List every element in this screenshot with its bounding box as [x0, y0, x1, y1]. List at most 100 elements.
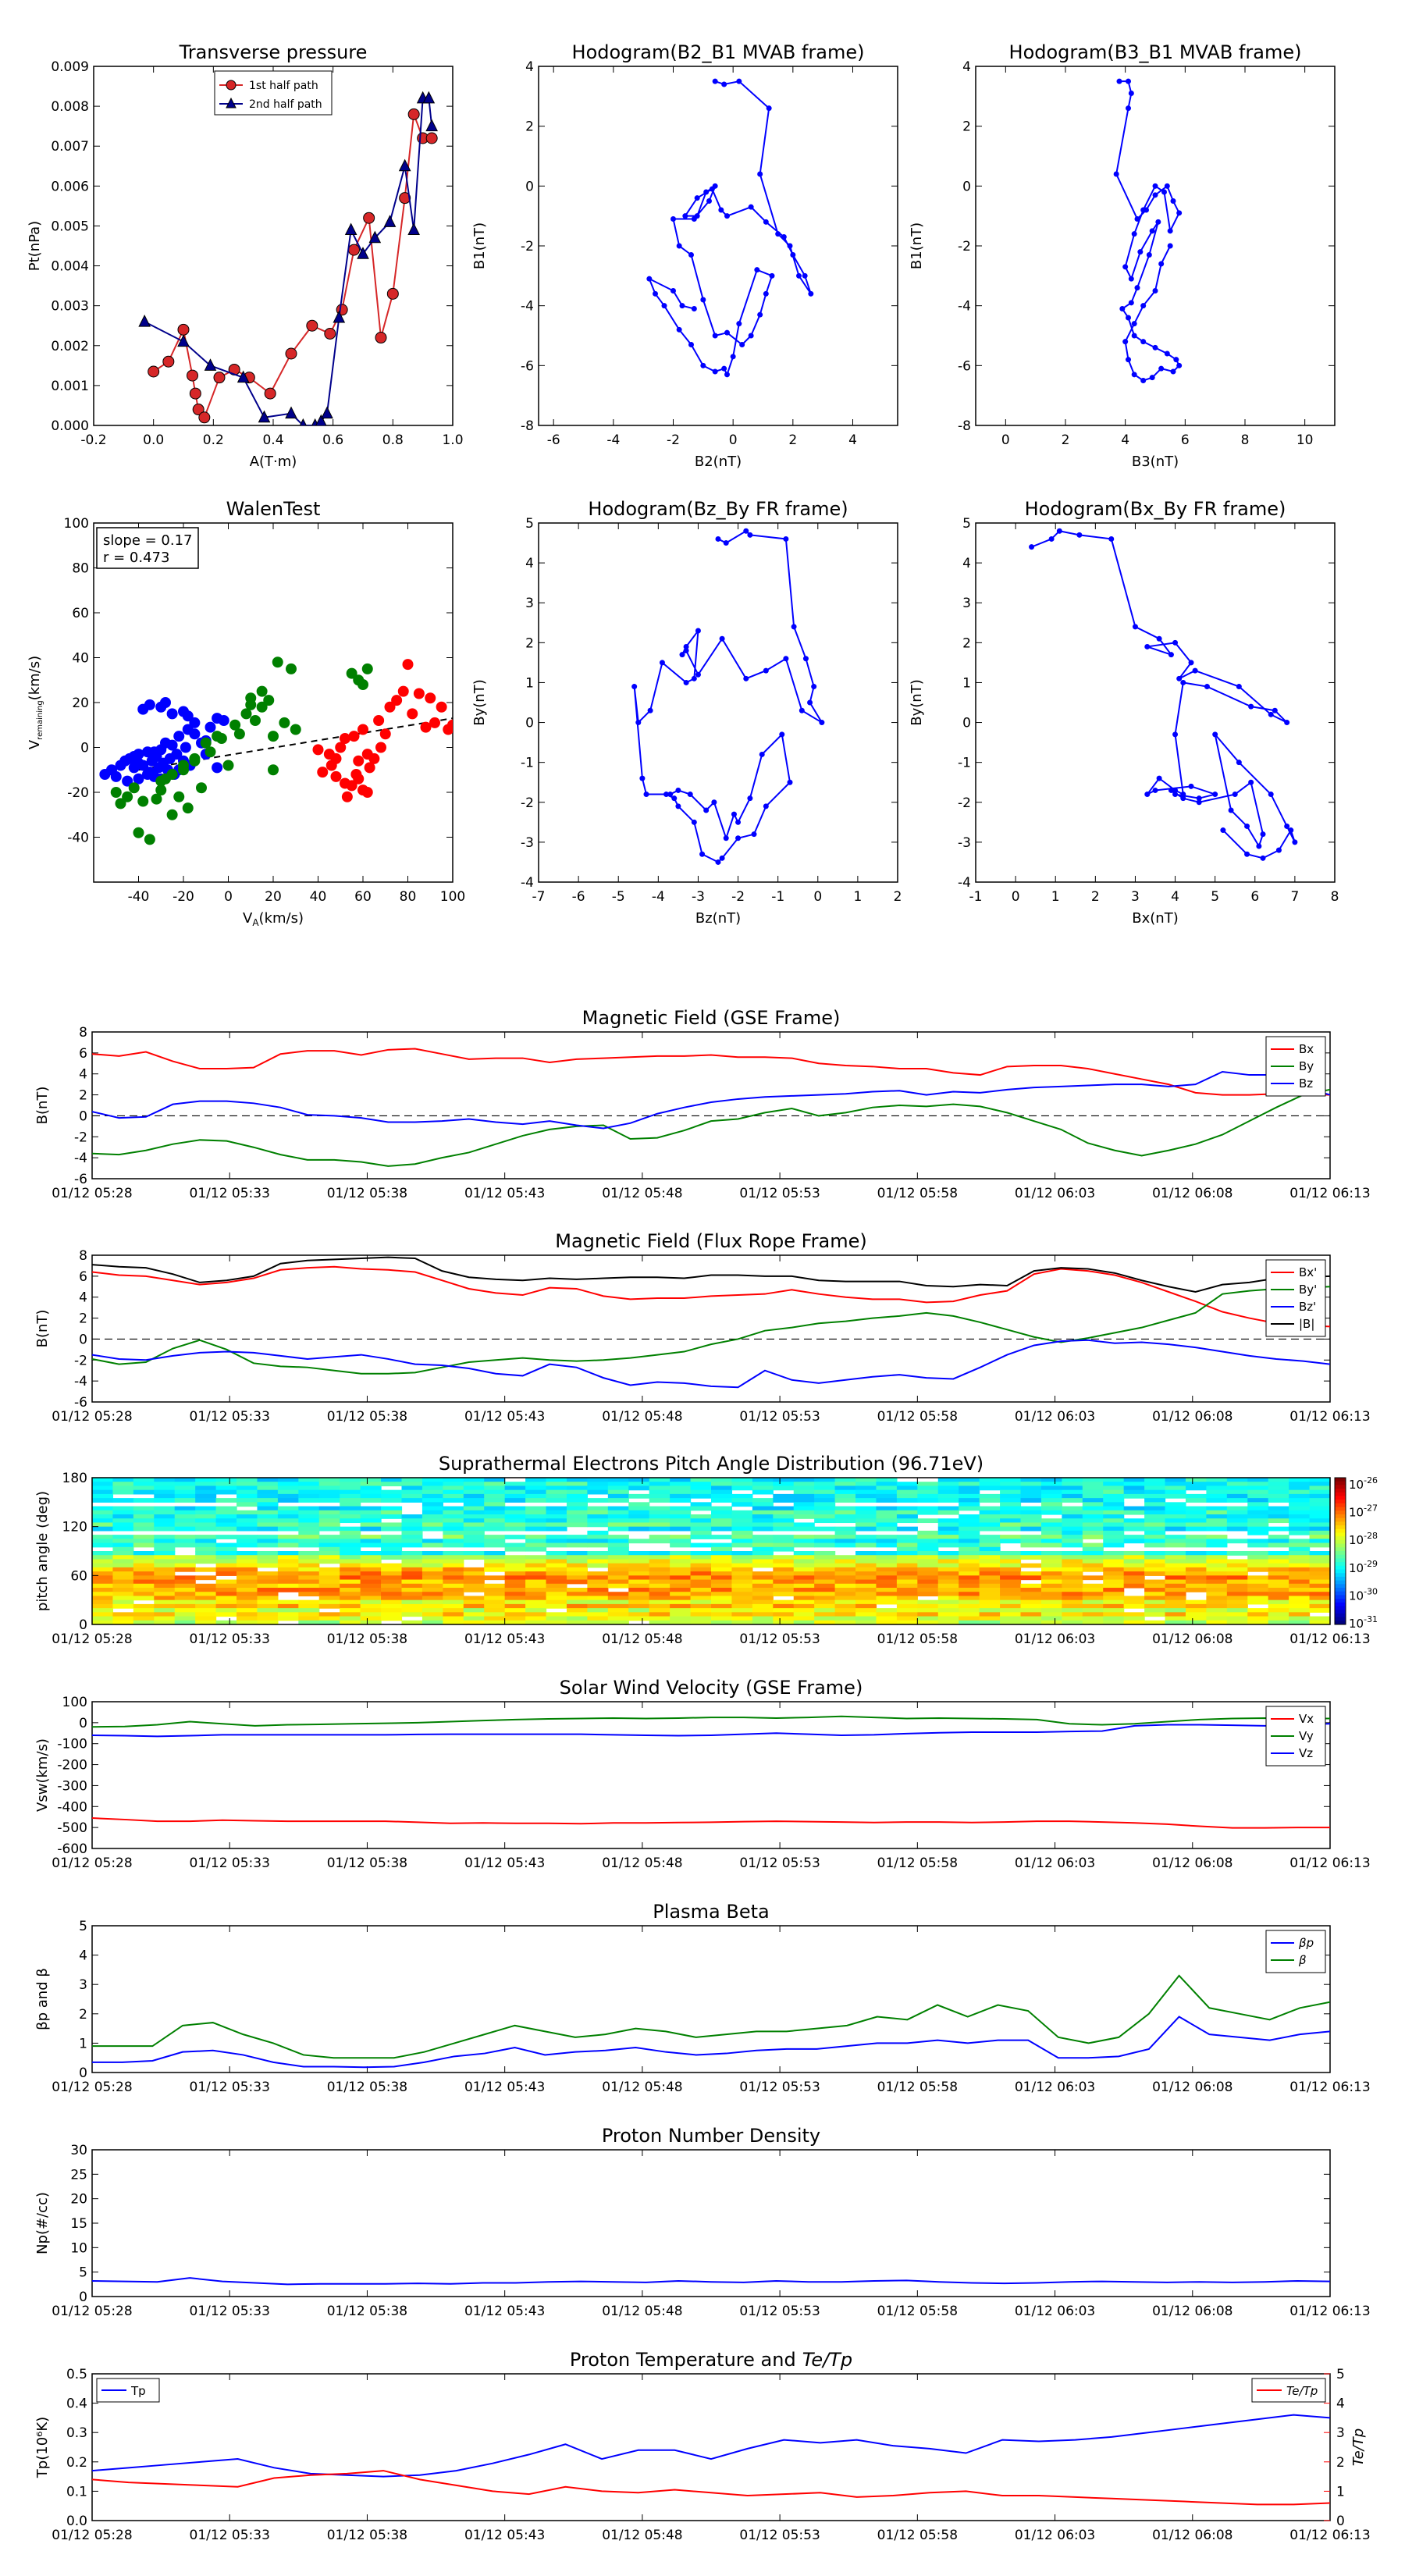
- pad-cell: [814, 1588, 836, 1592]
- pad-cell: [959, 1493, 980, 1499]
- pad-cell: [504, 1546, 526, 1552]
- pad-cell: [896, 1539, 918, 1544]
- pad-cell: [937, 1620, 959, 1625]
- pad-cell: [1185, 1485, 1207, 1491]
- pad-cell: [504, 1616, 526, 1621]
- pad-cell: [360, 1526, 382, 1532]
- pad-cell: [1123, 1489, 1145, 1495]
- pad-xtick-label: 01/12 05:28: [52, 1631, 132, 1647]
- pad-cell: [215, 1559, 237, 1564]
- walen-point: [330, 753, 342, 764]
- pad-cell: [484, 1539, 506, 1544]
- pad-cell: [154, 1485, 176, 1491]
- pad-cell: [607, 1482, 629, 1487]
- pad-cell: [340, 1559, 361, 1564]
- pad-cell: [1103, 1603, 1125, 1609]
- pad-cell: [133, 1542, 155, 1548]
- pad-cell: [443, 1567, 464, 1572]
- h2-ylabel: B1(nT): [909, 222, 925, 269]
- h3-point: [763, 667, 769, 674]
- pad-cell: [237, 1603, 258, 1609]
- pad-cell: [463, 1535, 485, 1539]
- pad-cell: [959, 1559, 980, 1564]
- walen-point: [160, 697, 171, 708]
- pad-cell: [195, 1535, 217, 1539]
- pad-cell: [959, 1542, 980, 1548]
- h2-point: [1161, 189, 1167, 195]
- pad-cell: [1062, 1539, 1083, 1544]
- walen-point: [166, 708, 178, 720]
- pad-cell: [422, 1592, 443, 1597]
- pad-cell: [422, 1563, 443, 1568]
- pad-cell: [463, 1478, 485, 1482]
- pad-cell: [92, 1498, 114, 1503]
- pad-cell: [587, 1485, 609, 1491]
- pad-cell: [92, 1567, 114, 1572]
- h4-series-line-0: [1031, 530, 1296, 859]
- pad-cell: [237, 1493, 258, 1499]
- pad-cell: [587, 1551, 609, 1556]
- pad-cell: [484, 1563, 506, 1568]
- pad-cell: [1144, 1482, 1166, 1487]
- pad-cell: [876, 1539, 898, 1544]
- pad-cell: [401, 1555, 423, 1560]
- pad-cell: [112, 1518, 134, 1524]
- pad-cell: [215, 1555, 237, 1560]
- pad-cell: [154, 1588, 176, 1592]
- pad-cell: [896, 1567, 918, 1572]
- tp-ytick-label: 0.003: [51, 299, 89, 315]
- walen-point: [128, 782, 140, 794]
- pad-cell: [1144, 1563, 1166, 1568]
- pad-cell: [422, 1551, 443, 1556]
- pad-cell: [546, 1555, 567, 1560]
- pad-cell: [1289, 1489, 1311, 1495]
- pad-cell: [401, 1559, 423, 1564]
- pad-cell: [937, 1530, 959, 1535]
- pad-cell: [814, 1559, 836, 1564]
- pad-cell: [711, 1616, 733, 1621]
- pad-cell: [1309, 1603, 1331, 1609]
- h1-point: [748, 204, 754, 210]
- pad-cell: [422, 1502, 443, 1507]
- pad-cell: [587, 1616, 609, 1621]
- pad-cell: [1103, 1530, 1125, 1535]
- pad-cell: [917, 1571, 939, 1576]
- pad-colorbar-seg: [1335, 1485, 1346, 1489]
- pad-cell: [484, 1518, 506, 1524]
- pad-cell: [1289, 1522, 1311, 1528]
- pad-cell: [195, 1539, 217, 1544]
- pad-cell: [92, 1478, 114, 1482]
- pad-cell: [1289, 1571, 1311, 1576]
- pad-cell: [628, 1514, 650, 1519]
- pad-cell: [1144, 1510, 1166, 1515]
- pad-cell: [484, 1482, 506, 1487]
- pad-cell: [381, 1603, 403, 1609]
- mf_gse-ytick-label: -6: [74, 1172, 87, 1187]
- temp-xtick-label: 01/12 05:28: [52, 2528, 132, 2543]
- pad-cell: [670, 1599, 692, 1605]
- pad-cell: [401, 1563, 423, 1568]
- pad-cell: [257, 1620, 279, 1625]
- pad-cell: [793, 1616, 815, 1621]
- pad-cell: [1226, 1583, 1248, 1589]
- pad-cell: [1268, 1555, 1289, 1560]
- pad-cell: [133, 1579, 155, 1585]
- pad-cell: [1206, 1575, 1228, 1581]
- pad-cell: [855, 1535, 877, 1539]
- pad-cell: [1289, 1567, 1311, 1572]
- pad-cell: [814, 1555, 836, 1560]
- pad-cell: [112, 1489, 134, 1495]
- pad-cell: [1103, 1588, 1125, 1592]
- pad-cell: [318, 1603, 340, 1609]
- pad-cell: [1103, 1571, 1125, 1576]
- pad-cell: [793, 1489, 815, 1495]
- pad-cell: [1165, 1620, 1186, 1625]
- pad-cell: [463, 1588, 485, 1592]
- mf_fr-xtick-label: 01/12 06:03: [1015, 1409, 1095, 1425]
- pad-cell: [174, 1575, 196, 1581]
- pad-cell: [1020, 1612, 1042, 1617]
- h3-point: [747, 795, 753, 802]
- pad-cell: [670, 1535, 692, 1539]
- pad-cell: [257, 1506, 279, 1511]
- pad-cell: [587, 1506, 609, 1511]
